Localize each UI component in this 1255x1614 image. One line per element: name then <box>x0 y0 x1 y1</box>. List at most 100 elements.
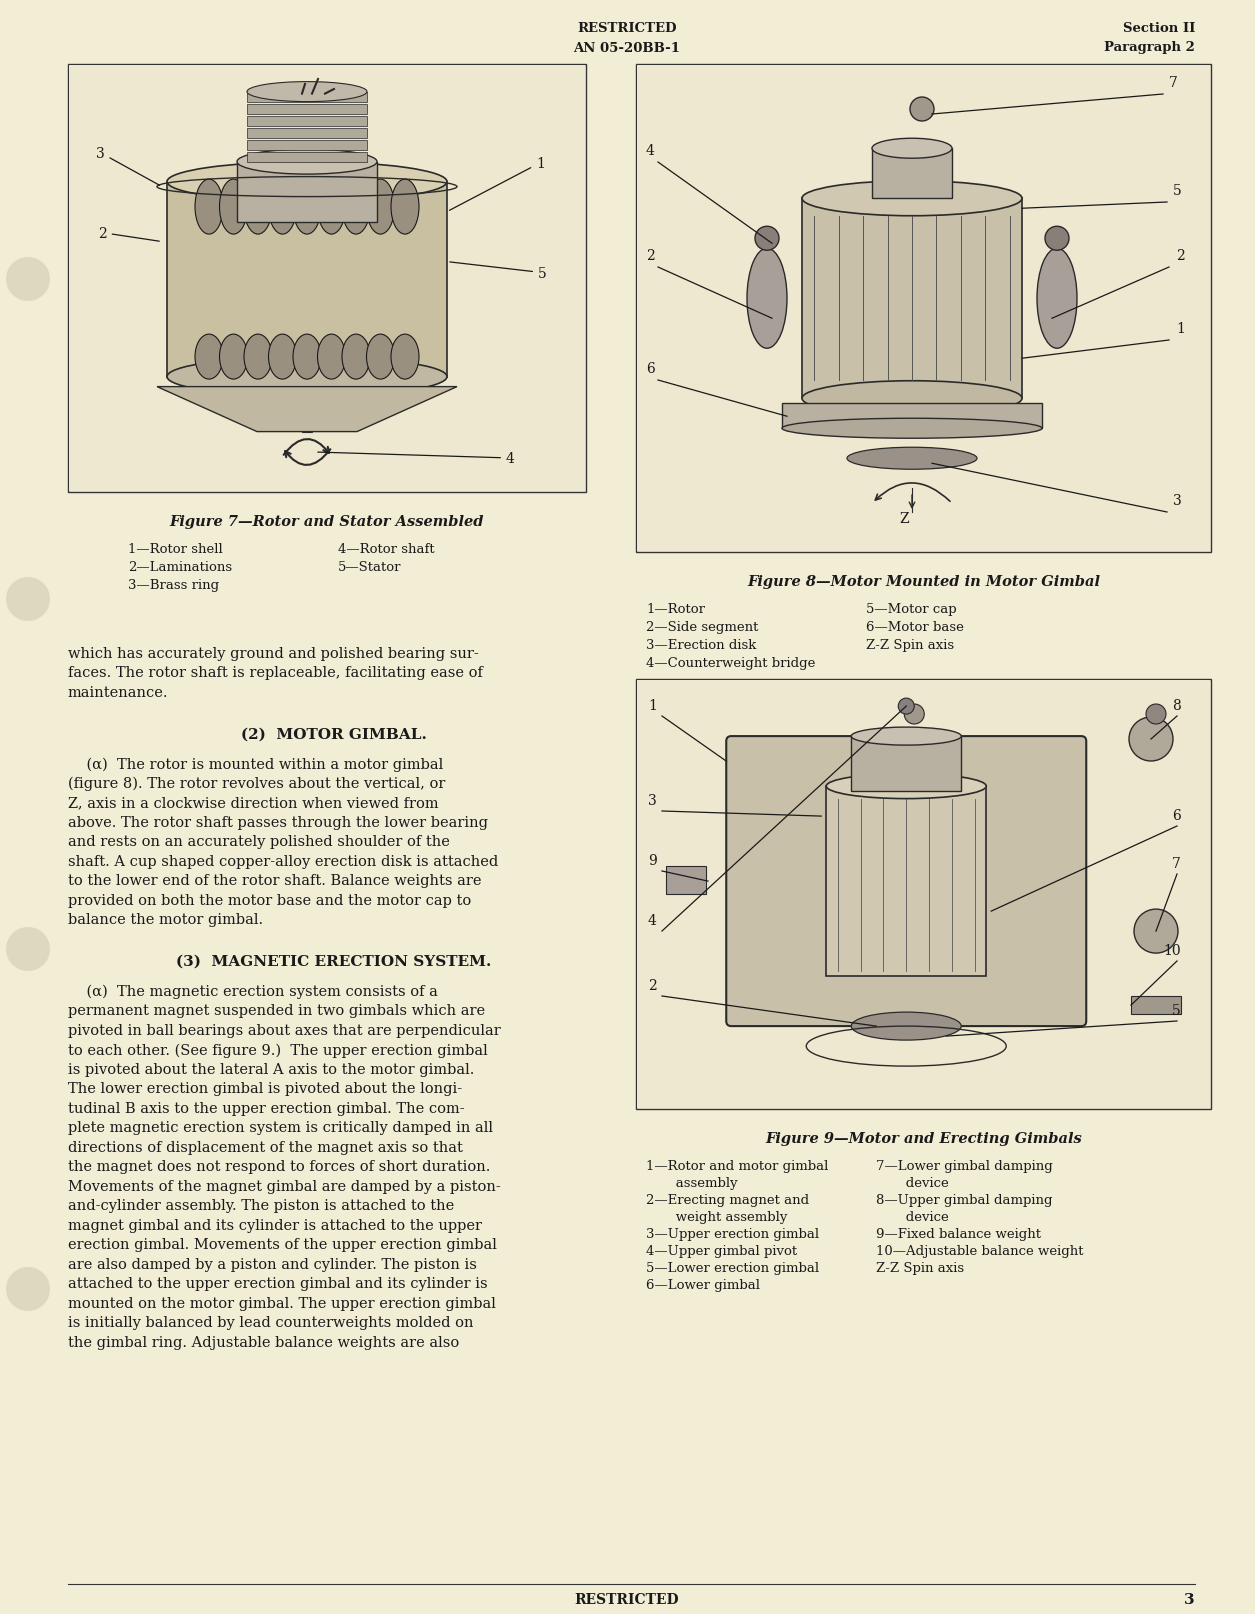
Ellipse shape <box>269 334 296 379</box>
Text: 4: 4 <box>646 144 655 158</box>
Text: 7: 7 <box>1168 76 1178 90</box>
Bar <box>666 867 707 894</box>
Text: 6—Lower gimbal: 6—Lower gimbal <box>646 1278 761 1291</box>
Text: which has accurately ground and polished bearing sur-: which has accurately ground and polished… <box>68 647 478 660</box>
Circle shape <box>910 98 934 123</box>
Text: The lower erection gimbal is pivoted about the longi-: The lower erection gimbal is pivoted abo… <box>68 1081 462 1096</box>
Text: 5: 5 <box>1173 184 1182 199</box>
Text: to the lower end of the rotor shaft. Balance weights are: to the lower end of the rotor shaft. Bal… <box>68 873 482 888</box>
Polygon shape <box>157 387 457 433</box>
Text: 2: 2 <box>648 978 656 993</box>
Bar <box>782 404 1042 429</box>
Text: Z: Z <box>899 512 909 526</box>
Ellipse shape <box>802 182 1022 216</box>
Ellipse shape <box>243 181 272 236</box>
Text: 5—Motor cap: 5—Motor cap <box>866 602 956 615</box>
Text: 5: 5 <box>1172 1004 1181 1017</box>
Circle shape <box>756 228 779 252</box>
Text: Z-Z Spin axis: Z-Z Spin axis <box>876 1261 964 1273</box>
Ellipse shape <box>802 381 1022 416</box>
Text: plete magnetic erection system is critically damped in all: plete magnetic erection system is critic… <box>68 1120 493 1135</box>
Text: 9—Fixed balance weight: 9—Fixed balance weight <box>876 1227 1040 1240</box>
Text: 5—Stator: 5—Stator <box>338 560 402 573</box>
Text: Section II: Section II <box>1123 21 1195 34</box>
Text: assembly: assembly <box>646 1177 738 1190</box>
Text: the gimbal ring. Adjustable balance weights are also: the gimbal ring. Adjustable balance weig… <box>68 1335 459 1349</box>
Ellipse shape <box>195 181 223 236</box>
Text: tudinal B axis to the upper erection gimbal. The com-: tudinal B axis to the upper erection gim… <box>68 1101 464 1115</box>
Bar <box>851 736 961 791</box>
Text: is initially balanced by lead counterweights molded on: is initially balanced by lead counterwei… <box>68 1315 473 1330</box>
FancyBboxPatch shape <box>727 736 1087 1027</box>
Text: 7—Lower gimbal damping: 7—Lower gimbal damping <box>876 1159 1053 1172</box>
Text: (α)  The rotor is mounted within a motor gimbal: (α) The rotor is mounted within a motor … <box>68 757 443 771</box>
Bar <box>802 199 1022 399</box>
Bar <box>247 105 366 115</box>
Ellipse shape <box>318 334 345 379</box>
Text: attached to the upper erection gimbal and its cylinder is: attached to the upper erection gimbal an… <box>68 1277 488 1291</box>
Text: 4—Rotor shaft: 4—Rotor shaft <box>338 542 434 555</box>
Text: pivoted in ball bearings about axes that are perpendicular: pivoted in ball bearings about axes that… <box>68 1023 501 1038</box>
Ellipse shape <box>220 181 247 236</box>
Text: magnet gimbal and its cylinder is attached to the upper: magnet gimbal and its cylinder is attach… <box>68 1219 482 1231</box>
Bar <box>167 182 447 378</box>
Text: maintenance.: maintenance. <box>68 686 168 699</box>
Text: (figure 8). The rotor revolves about the vertical, or: (figure 8). The rotor revolves about the… <box>68 776 446 791</box>
Bar <box>247 129 366 139</box>
Circle shape <box>6 578 50 621</box>
Text: to each other. (See figure 9.)  The upper erection gimbal: to each other. (See figure 9.) The upper… <box>68 1043 488 1057</box>
Bar <box>247 92 366 103</box>
Text: device: device <box>876 1210 949 1223</box>
Text: mounted on the motor gimbal. The upper erection gimbal: mounted on the motor gimbal. The upper e… <box>68 1296 496 1311</box>
Ellipse shape <box>847 449 976 470</box>
Ellipse shape <box>851 1012 961 1041</box>
Text: is pivoted about the lateral A axis to the motor gimbal.: is pivoted about the lateral A axis to t… <box>68 1062 474 1077</box>
Text: the magnet does not respond to forces of short duration.: the magnet does not respond to forces of… <box>68 1160 491 1173</box>
Bar <box>638 681 1210 1109</box>
Ellipse shape <box>392 334 419 379</box>
Circle shape <box>905 705 924 725</box>
Ellipse shape <box>220 334 247 379</box>
Text: 3: 3 <box>1185 1591 1195 1606</box>
Text: AN 05-20BB-1: AN 05-20BB-1 <box>574 42 680 55</box>
Text: 6: 6 <box>1172 809 1181 823</box>
Text: Figure 8—Motor Mounted in Motor Gimbal: Figure 8—Motor Mounted in Motor Gimbal <box>747 575 1099 589</box>
Text: 3: 3 <box>1173 494 1182 508</box>
Text: RESTRICTED: RESTRICTED <box>577 21 676 34</box>
Ellipse shape <box>872 139 953 160</box>
Bar <box>302 392 312 433</box>
Ellipse shape <box>747 249 787 349</box>
Text: 2—Laminations: 2—Laminations <box>128 560 232 573</box>
Text: directions of displacement of the magnet axis so that: directions of displacement of the magnet… <box>68 1141 463 1154</box>
Circle shape <box>1135 910 1178 954</box>
Text: 8—Upper gimbal damping: 8—Upper gimbal damping <box>876 1193 1053 1206</box>
Circle shape <box>1146 705 1166 725</box>
Text: shaft. A cup shaped copper-alloy erection disk is attached: shaft. A cup shaped copper-alloy erectio… <box>68 854 498 868</box>
Circle shape <box>6 928 50 972</box>
Bar <box>69 66 585 492</box>
Text: 1: 1 <box>449 157 545 211</box>
Text: 4: 4 <box>648 914 656 928</box>
Text: Movements of the magnet gimbal are damped by a piston-: Movements of the magnet gimbal are dampe… <box>68 1180 501 1193</box>
Circle shape <box>899 699 914 715</box>
Text: (2)  MOTOR GIMBAL.: (2) MOTOR GIMBAL. <box>241 726 427 741</box>
Ellipse shape <box>1037 249 1077 349</box>
Text: 8: 8 <box>1172 699 1181 712</box>
Text: and-cylinder assembly. The piston is attached to the: and-cylinder assembly. The piston is att… <box>68 1199 454 1212</box>
Ellipse shape <box>292 181 321 236</box>
Text: 9: 9 <box>648 854 656 867</box>
Text: 2: 2 <box>98 226 159 242</box>
Text: 3: 3 <box>648 794 656 807</box>
Bar <box>247 116 366 126</box>
Text: 3—Erection disk: 3—Erection disk <box>646 639 757 652</box>
Ellipse shape <box>392 181 419 236</box>
Text: Z-Z Spin axis: Z-Z Spin axis <box>866 639 954 652</box>
Text: 4—Upper gimbal pivot: 4—Upper gimbal pivot <box>646 1244 797 1257</box>
Text: erection gimbal. Movements of the upper erection gimbal: erection gimbal. Movements of the upper … <box>68 1238 497 1252</box>
Bar <box>247 140 366 150</box>
Ellipse shape <box>195 334 223 379</box>
Bar <box>1131 996 1181 1015</box>
Text: 1—Rotor shell: 1—Rotor shell <box>128 542 222 555</box>
Ellipse shape <box>366 334 394 379</box>
Text: balance the motor gimbal.: balance the motor gimbal. <box>68 914 264 926</box>
